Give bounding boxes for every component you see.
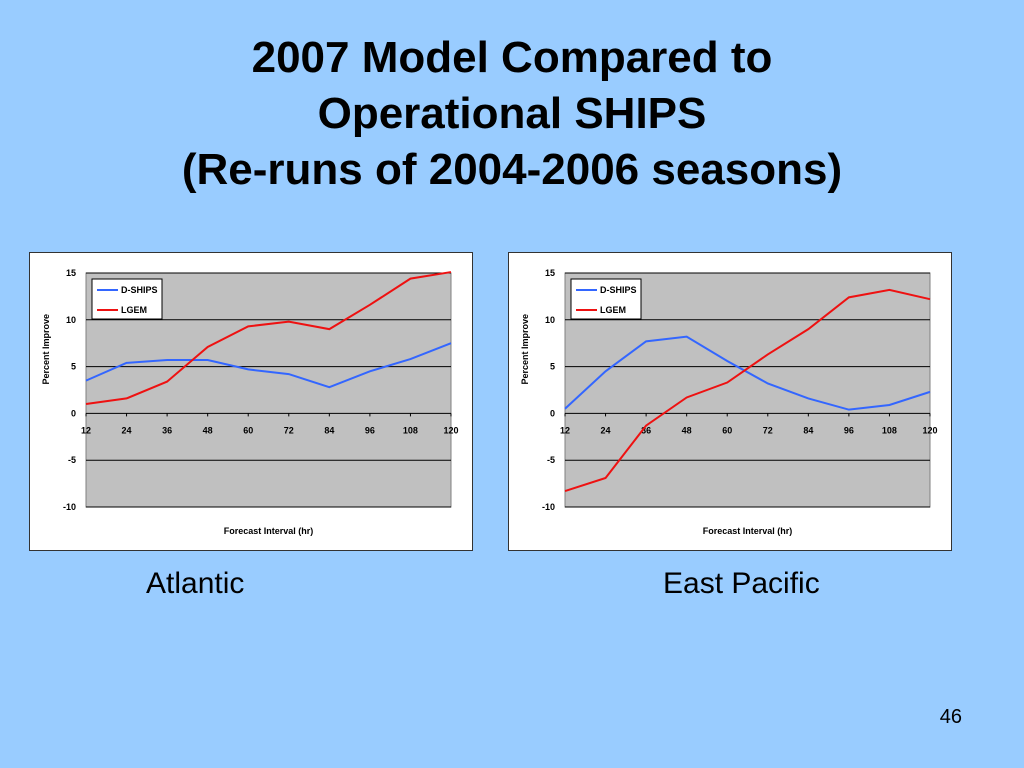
series-line-lgem [85, 271, 452, 406]
series-line-lgem [564, 288, 931, 493]
x-tick-label: 108 [882, 425, 897, 435]
x-tick-label: 108 [403, 425, 418, 435]
east-pacific-caption: East Pacific [663, 567, 820, 600]
atlantic-caption: Atlantic [146, 567, 245, 600]
y-tick-label: -5 [547, 455, 555, 465]
page-number: 46 [939, 706, 962, 728]
legend-label: D-SHIPS [600, 285, 637, 295]
x-tick-label: 24 [122, 425, 132, 435]
x-tick-label: 96 [844, 425, 854, 435]
east-pacific-chart: 15 10 5 0 -5 -10 12 24 36 48 60 72 84 96 108 120 D-SHIPS… [508, 252, 952, 551]
y-tick-label: 15 [66, 268, 76, 278]
x-tick-label: 12 [81, 425, 91, 435]
series-line-d-ships [564, 335, 931, 411]
y-tick-label: 0 [71, 408, 76, 418]
series-line-d-ships [85, 342, 452, 389]
x-tick-label: 12 [560, 425, 570, 435]
x-tick-label: 84 [803, 425, 813, 435]
x-tick-label: 96 [365, 425, 375, 435]
y-tick-label: -5 [68, 455, 76, 465]
east-pacific-chart-svg: 15 10 5 0 -5 -10 12 24 36 48 60 72 84 96 108 120 D-SHIPS… [520, 268, 938, 536]
y-axis-title: Percent Improve [520, 314, 530, 385]
y-tick-label: -10 [63, 502, 76, 512]
title-line-3: (Re-runs of 2004-2006 seasons) [181, 145, 843, 194]
x-tick-label: 72 [763, 425, 773, 435]
x-tick-label: 48 [203, 425, 213, 435]
y-tick-label: 5 [550, 362, 555, 372]
y-tick-label: -10 [542, 502, 555, 512]
y-tick-label: 0 [550, 408, 555, 418]
x-tick-label: 84 [324, 425, 334, 435]
legend-label: LGEM [121, 305, 147, 315]
y-axis-title: Percent Improve [41, 314, 51, 385]
legend-label: D-SHIPS [121, 285, 158, 295]
slide-title: 2007 Model Compared to Operational SHIPS… [0, 30, 1024, 198]
x-tick-label: 24 [601, 425, 611, 435]
x-axis-title: Forecast Interval (hr) [224, 526, 314, 536]
y-tick-label: 10 [66, 315, 76, 325]
x-tick-label: 48 [682, 425, 692, 435]
legend: D-SHIPS LGEM [570, 278, 642, 320]
title-line-2: Operational SHIPS [317, 89, 707, 138]
atlantic-chart-svg: 15 10 5 0 -5 -10 12 24 36 48 60 72 84 96 108 120 D-SHIPS… [41, 268, 459, 536]
x-tick-label: 72 [284, 425, 294, 435]
x-tick-label: 120 [443, 425, 458, 435]
legend-box [570, 278, 642, 320]
y-tick-label: 5 [71, 362, 76, 372]
x-tick-label: 120 [922, 425, 937, 435]
legend: D-SHIPS LGEM [91, 278, 163, 320]
x-tick-label: 36 [641, 425, 651, 435]
legend-box [91, 278, 163, 320]
atlantic-chart: 15 10 5 0 -5 -10 12 24 36 48 60 72 84 96 108 120 D-SHIPS… [29, 252, 473, 551]
x-tick-label: 60 [722, 425, 732, 435]
y-tick-label: 15 [545, 268, 555, 278]
x-tick-label: 60 [243, 425, 253, 435]
title-line-1: 2007 Model Compared to [251, 33, 773, 82]
x-tick-label: 36 [162, 425, 172, 435]
legend-label: LGEM [600, 305, 626, 315]
y-tick-label: 10 [545, 315, 555, 325]
x-axis-title: Forecast Interval (hr) [703, 526, 793, 536]
